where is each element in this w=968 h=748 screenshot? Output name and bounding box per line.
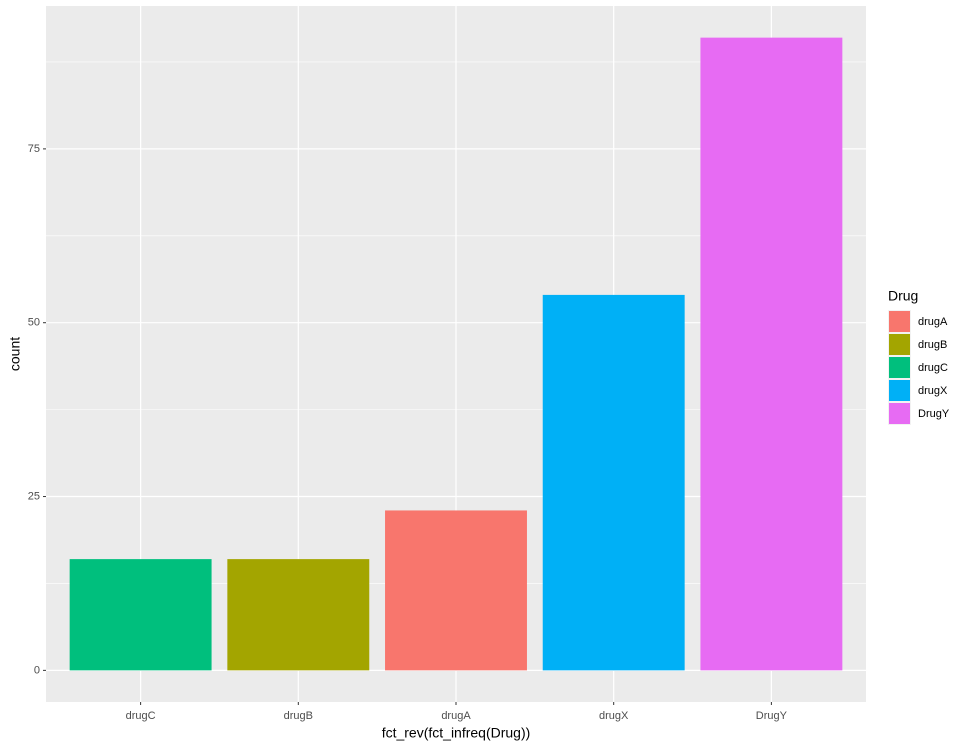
x-tick-label: DrugY xyxy=(756,710,788,722)
y-tick-label: 75 xyxy=(28,143,40,155)
bar xyxy=(227,559,370,671)
legend-key xyxy=(889,357,910,378)
bar xyxy=(700,37,843,671)
y-axis-title: count xyxy=(7,337,23,371)
bar xyxy=(542,294,685,671)
x-tick-label: drugC xyxy=(126,710,156,722)
legend-label: drugX xyxy=(918,385,948,397)
x-axis-title: fct_rev(fct_infreq(Drug)) xyxy=(382,725,531,741)
legend-key xyxy=(889,380,910,401)
bar xyxy=(69,559,212,671)
x-tick-label: drugA xyxy=(441,710,471,722)
legend-label: DrugY xyxy=(918,408,950,420)
x-tick-label: drugX xyxy=(599,710,629,722)
legend-label: drugB xyxy=(918,339,947,351)
legend-key xyxy=(889,311,910,332)
legend-key xyxy=(889,334,910,355)
bar xyxy=(385,510,527,671)
x-tick-label: drugB xyxy=(284,710,313,722)
y-tick-label: 25 xyxy=(28,490,40,502)
legend-key xyxy=(889,403,910,424)
legend-title: Drug xyxy=(888,288,918,304)
y-tick-label: 50 xyxy=(28,317,40,329)
legend-label: drugC xyxy=(918,362,948,374)
legend-label: drugA xyxy=(918,316,948,328)
y-tick-label: 0 xyxy=(34,664,40,676)
